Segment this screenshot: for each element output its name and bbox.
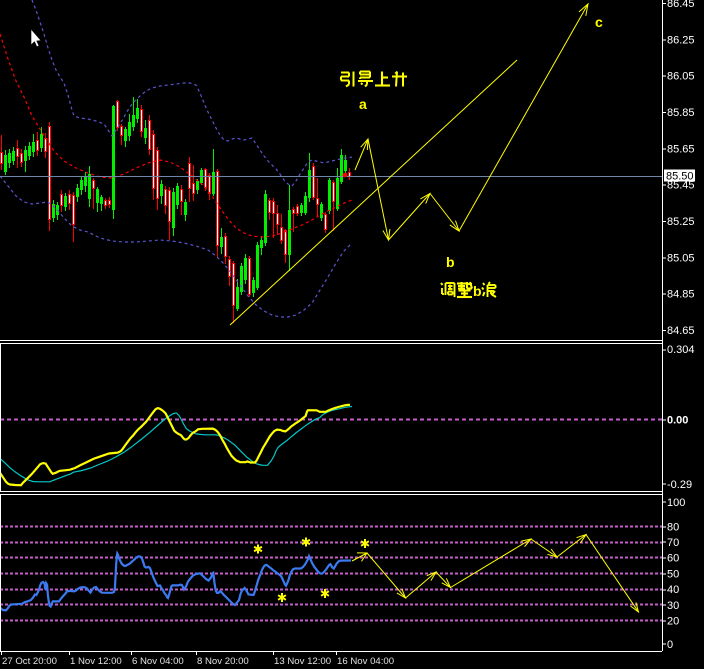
svg-text:-0.29: -0.29 [667, 479, 692, 491]
svg-text:6 Nov 04:00: 6 Nov 04:00 [132, 656, 184, 667]
svg-text:85.05: 85.05 [667, 252, 695, 264]
svg-text:16 Nov 04:00: 16 Nov 04:00 [337, 656, 394, 667]
svg-text:8 Nov 20:00: 8 Nov 20:00 [197, 656, 249, 667]
svg-text:85.85: 85.85 [667, 107, 695, 119]
svg-text:c: c [595, 14, 603, 30]
svg-text:20: 20 [667, 616, 679, 628]
svg-text:80: 80 [667, 521, 679, 533]
svg-text:85.50: 85.50 [666, 171, 694, 183]
svg-text:b: b [446, 254, 455, 270]
svg-text:40: 40 [667, 584, 679, 596]
svg-text:85.25: 85.25 [667, 216, 695, 228]
svg-text:50: 50 [667, 568, 679, 580]
svg-text:30: 30 [667, 600, 679, 612]
svg-text:85.65: 85.65 [667, 143, 695, 155]
svg-text:84.65: 84.65 [667, 325, 695, 337]
svg-text:13 Nov 12:00: 13 Nov 12:00 [274, 656, 331, 667]
svg-text:86.25: 86.25 [667, 34, 695, 46]
svg-text:b: b [473, 283, 482, 299]
svg-text:0: 0 [667, 639, 673, 651]
svg-text:86.05: 86.05 [667, 71, 695, 83]
svg-text:0.304: 0.304 [667, 344, 695, 356]
svg-text:100: 100 [667, 497, 685, 509]
svg-text:27 Oct 20:00: 27 Oct 20:00 [2, 656, 57, 667]
svg-text:84.85: 84.85 [667, 289, 695, 301]
svg-text:1 Nov 12:00: 1 Nov 12:00 [70, 656, 122, 667]
svg-text:60: 60 [667, 553, 679, 565]
svg-text:0.00: 0.00 [667, 415, 688, 427]
svg-text:70: 70 [667, 537, 679, 549]
svg-text:85.45: 85.45 [667, 180, 695, 192]
svg-text:a: a [359, 96, 367, 112]
svg-text:86.45: 86.45 [667, 0, 695, 10]
